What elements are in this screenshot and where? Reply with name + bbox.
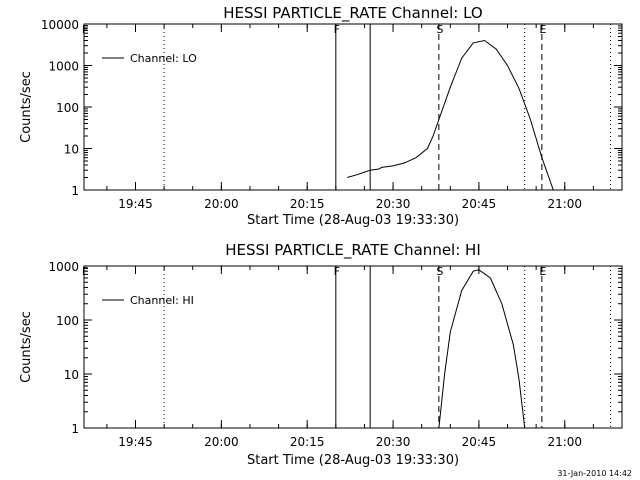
panel1-chart-title: HESSI PARTICLE_RATE Channel: LO xyxy=(223,4,482,23)
panel1-marker-letter: S xyxy=(436,23,443,36)
panel1-y-axis-label: Counts/sec xyxy=(19,71,34,143)
panel1-y-tick-label: 100 xyxy=(56,101,79,115)
panel2-y-tick-label: 1 xyxy=(71,422,79,436)
panel2-y-tick-label: 1000 xyxy=(48,260,79,274)
panel2-plot-frame xyxy=(83,265,623,429)
panel1-x-tick-label: 20:00 xyxy=(204,197,239,211)
panel1-x-tick-label: 21:00 xyxy=(547,197,582,211)
panel1-x-axis-label: Start Time (28-Aug-03 19:33:30) xyxy=(247,213,459,228)
panel2-x-tick-label: 19:45 xyxy=(118,435,153,449)
panel1-x-tick-label: 20:45 xyxy=(462,197,497,211)
panel2-x-axis-label: Start Time (28-Aug-03 19:33:30) xyxy=(247,453,459,468)
panel1-series-line xyxy=(347,39,554,191)
panel2-series-line xyxy=(438,269,526,429)
panel2-y-axis-label: Counts/sec xyxy=(19,311,34,383)
panel2-marker-letter: S xyxy=(436,265,443,278)
panel2-x-tick-label: 20:45 xyxy=(462,435,497,449)
panel2-x-tick-label: 20:15 xyxy=(290,435,325,449)
panel1-y-tick-label: 1000 xyxy=(48,60,79,74)
panel1-x-tick-label: 20:30 xyxy=(376,197,411,211)
panel2-x-tick-label: 20:00 xyxy=(204,435,239,449)
panel1-marker-letter: F xyxy=(82,23,88,36)
panel2-marker-letter: F xyxy=(334,265,340,278)
panel1-plot-frame xyxy=(83,23,623,191)
panel2-marker-letter: F xyxy=(82,265,88,278)
panel2-chart-title: HESSI PARTICLE_RATE Channel: HI xyxy=(225,241,481,260)
panel2-y-tick-label: 10 xyxy=(64,368,79,382)
panel2-x-tick-label: 20:30 xyxy=(376,435,411,449)
panel1-y-tick-label: 10000 xyxy=(41,18,79,32)
panel1-marker-letter: E xyxy=(539,23,546,36)
panel1-y-tick-label: 10 xyxy=(64,143,79,157)
panel1-legend-label: Channel: LO xyxy=(130,52,197,65)
panel2-legend-label: Channel: HI xyxy=(130,294,194,307)
panel1-marker-letter: F xyxy=(334,23,340,36)
timestamp-label: 31-Jan-2010 14:42 xyxy=(557,469,632,478)
panel1-x-tick-label: 19:45 xyxy=(118,197,153,211)
panel1-y-tick-label: 1 xyxy=(71,184,79,198)
panel2-y-tick-label: 100 xyxy=(56,314,79,328)
panel2-marker-letter: E xyxy=(539,265,546,278)
panel2-x-tick-label: 21:00 xyxy=(547,435,582,449)
panel1-x-tick-label: 20:15 xyxy=(290,197,325,211)
